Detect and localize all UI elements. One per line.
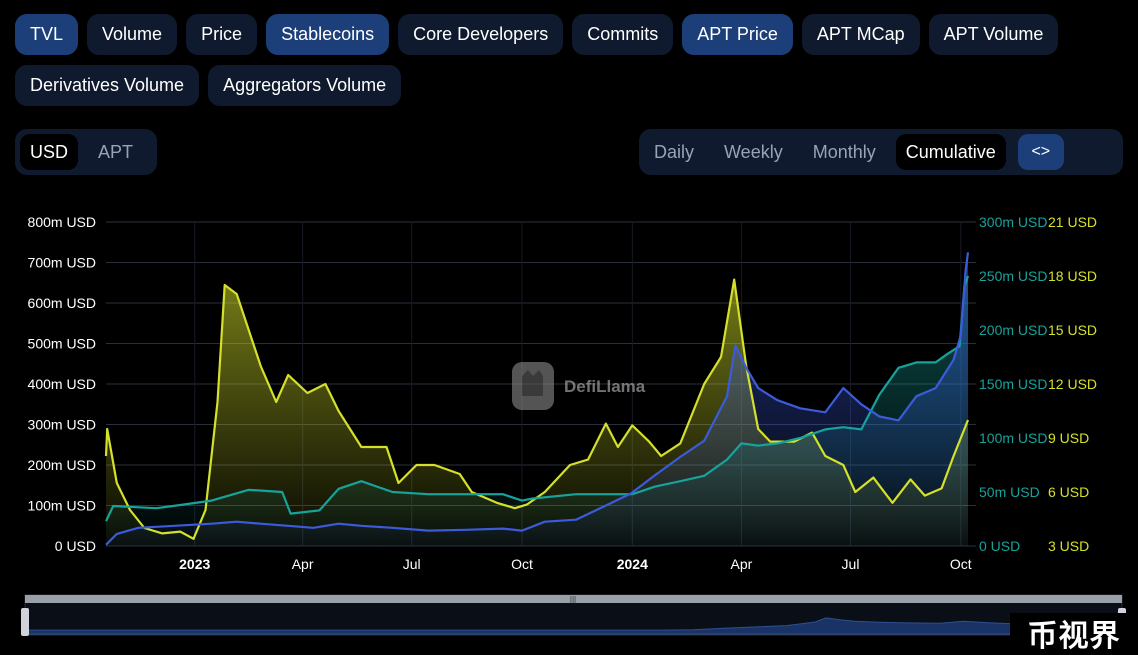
- metric-tabs-row-1: TVL Volume Price Stablecoins Core Develo…: [15, 14, 1059, 55]
- stablecoins-axis-tick: 50m USD: [979, 484, 1040, 500]
- left-axis-tick: 800m USD: [28, 214, 96, 230]
- price-axis-tick: 9 USD: [1048, 430, 1089, 446]
- stablecoins-axis-tick: 150m USD: [979, 376, 1047, 392]
- x-axis-tick: Apr: [731, 556, 753, 572]
- tab-apt-mcap[interactable]: APT MCap: [801, 14, 920, 55]
- price-axis-tick: 3 USD: [1048, 538, 1089, 554]
- denomination-usd[interactable]: USD: [20, 134, 79, 170]
- apt-price-line: [104, 278, 970, 540]
- metric-tabs-row-2: Derivatives Volume Aggregators Volume: [15, 65, 402, 106]
- tab-derivatives-volume[interactable]: Derivatives Volume: [15, 65, 200, 106]
- tab-tvl[interactable]: TVL: [15, 14, 79, 55]
- tab-apt-volume[interactable]: APT Volume: [928, 14, 1059, 55]
- tvl-area: [106, 252, 968, 546]
- range-handle-left[interactable]: [21, 608, 29, 636]
- range-navigator[interactable]: |||: [21, 594, 1126, 636]
- chart: DefiLlama 0 USD 100m USD 200m USD 300m USD 4…: [21, 214, 1126, 636]
- left-axis-tick: 500m USD: [28, 336, 96, 352]
- tab-aggregators-volume[interactable]: Aggregators Volume: [208, 65, 402, 106]
- stablecoins-axis-tick: 100m USD: [979, 430, 1047, 446]
- price-axis-tick: 15 USD: [1048, 322, 1097, 338]
- price-axis-tick: 21 USD: [1048, 214, 1097, 230]
- tab-price[interactable]: Price: [186, 14, 258, 55]
- left-axis-tick: 700m USD: [28, 255, 96, 271]
- code-brackets-icon[interactable]: <>: [1017, 134, 1064, 170]
- left-axis-tick: 400m USD: [28, 376, 96, 392]
- stablecoins-line: [105, 275, 970, 522]
- tab-core-developers[interactable]: Core Developers: [398, 14, 564, 55]
- tab-stablecoins[interactable]: Stablecoins: [266, 14, 390, 55]
- x-axis-tick: Oct: [950, 556, 972, 572]
- tab-volume[interactable]: Volume: [87, 14, 178, 55]
- price-axis-tick: 12 USD: [1048, 376, 1097, 392]
- interval-weekly[interactable]: Weekly: [724, 141, 783, 162]
- x-axis-tick: Oct: [511, 556, 533, 572]
- x-axis-tick: 2023: [179, 556, 210, 572]
- left-axis-tick: 100m USD: [28, 498, 96, 514]
- stablecoins-axis-tick: 200m USD: [979, 322, 1047, 338]
- interval-cumulative[interactable]: Cumulative: [895, 134, 1006, 170]
- left-axis-tick: 600m USD: [28, 295, 96, 311]
- defillama-logo: DefiLlama: [512, 362, 646, 410]
- interval-monthly[interactable]: Monthly: [812, 141, 876, 162]
- x-axis-tick: Jul: [403, 556, 421, 572]
- tvl-line: [105, 252, 970, 546]
- interval-toggle: Daily Weekly Monthly Cumulative <>: [639, 129, 1123, 175]
- svg-text:|||: |||: [570, 595, 576, 604]
- logo-text: DefiLlama: [564, 377, 646, 396]
- left-axis-tick: 300m USD: [28, 417, 96, 433]
- denomination-apt[interactable]: APT: [98, 141, 134, 162]
- tab-commits[interactable]: Commits: [572, 14, 674, 55]
- interval-daily[interactable]: Daily: [654, 141, 695, 162]
- denomination-toggle: USD APT: [15, 129, 157, 175]
- corner-badge: 币视界: [1010, 613, 1138, 653]
- x-axis-tick: Jul: [842, 556, 860, 572]
- tab-apt-price[interactable]: APT Price: [682, 14, 793, 55]
- left-axis-tick: 0 USD: [55, 538, 96, 554]
- x-axis-tick: Apr: [292, 556, 314, 572]
- price-axis-tick: 18 USD: [1048, 268, 1097, 284]
- stablecoins-axis-tick: 300m USD: [979, 214, 1047, 230]
- x-axis-tick: 2024: [617, 556, 648, 572]
- price-axis-tick: 6 USD: [1048, 484, 1089, 500]
- left-axis-tick: 200m USD: [28, 457, 96, 473]
- stablecoins-axis-tick: 250m USD: [979, 268, 1047, 284]
- stablecoins-axis-tick: 0 USD: [979, 538, 1020, 554]
